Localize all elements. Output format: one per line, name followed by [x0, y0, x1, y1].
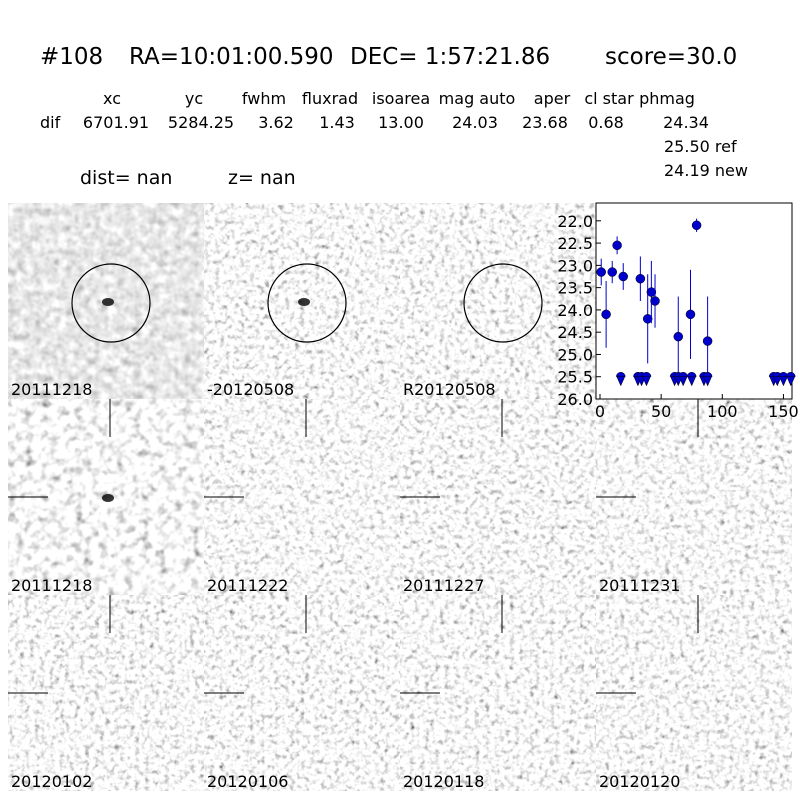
source [298, 298, 310, 306]
data-point [673, 331, 684, 342]
y-tick-label: 22.0 [557, 212, 593, 231]
data-point [646, 287, 657, 297]
cell: 1.43 [319, 113, 355, 132]
x-tick-label: 100 [707, 402, 738, 421]
upper-limit [786, 371, 796, 387]
ref-mag: 25.50 ref [664, 137, 737, 156]
aperture-circle [267, 263, 347, 343]
column-header: yc [185, 89, 203, 108]
cell: 13.00 [378, 113, 424, 132]
stamp-label: 20111218 [11, 380, 92, 399]
stamp-label: R20120508 [403, 380, 496, 399]
upper-limit [686, 371, 697, 387]
y-tick-label: 26.0 [557, 390, 593, 409]
x-tick-label: 0 [595, 402, 605, 421]
data-point [691, 220, 702, 231]
data-point [685, 309, 696, 320]
dist: dist= nan [80, 167, 172, 189]
score: score=30.0 [605, 44, 737, 70]
y-tick-label: 23.0 [557, 256, 593, 275]
data-point [635, 273, 646, 284]
cell: 24.03 [452, 113, 498, 132]
z: z= nan [228, 167, 296, 189]
column-header: fwhm [242, 89, 286, 108]
cell: 24.34 [663, 113, 709, 132]
stamp-label: 20111227 [403, 576, 484, 595]
object-id: #108 [40, 44, 103, 70]
y-tick-label: 24.5 [557, 323, 593, 342]
stamp-label: 20111231 [599, 576, 680, 595]
column-header: xc [103, 89, 121, 108]
data-point [612, 240, 622, 251]
cell: 0.68 [588, 113, 624, 132]
data-point [596, 267, 606, 277]
data-point [601, 309, 611, 320]
x-tick-label: 50 [651, 402, 671, 421]
upper-limit [641, 371, 652, 387]
cell: 5284.25 [168, 113, 234, 132]
upper-limit [616, 371, 626, 387]
stamp-label: 20120120 [599, 772, 680, 791]
y-tick-label: 23.5 [557, 279, 593, 298]
data-point [702, 336, 713, 346]
new-mag: 24.19 new [664, 161, 748, 180]
cell: 3.62 [258, 113, 294, 132]
dec: DEC= 1:57:21.86 [350, 44, 550, 70]
ra: RA=10:01:00.590 [129, 44, 334, 70]
column-header: cl star [584, 89, 634, 108]
column-header: mag auto [439, 89, 516, 108]
stamp-label: 20120102 [11, 772, 92, 791]
cell: 6701.91 [83, 113, 149, 132]
y-tick-label: 25.0 [557, 345, 593, 364]
stamp-label: 20111222 [207, 576, 288, 595]
x-tick-label: 150 [768, 402, 799, 421]
column-header: phmag [639, 89, 695, 108]
stamp-image [399, 202, 597, 400]
y-tick-label: 22.5 [557, 234, 593, 253]
row-label: dif [40, 113, 61, 132]
plot-background [595, 202, 793, 400]
source [102, 298, 114, 306]
stamp-label: 20120118 [403, 772, 484, 791]
data-point [607, 267, 617, 277]
data-point [642, 314, 653, 324]
column-header: aper [534, 89, 571, 108]
upper-limit [702, 371, 713, 387]
cell: 23.68 [522, 113, 568, 132]
y-tick-label: 25.5 [557, 368, 593, 387]
data-point [650, 296, 660, 306]
stamp-label: 20111218 [11, 576, 92, 595]
stamp-label: -20120508 [207, 380, 294, 399]
stamp-label: 20120106 [207, 772, 288, 791]
source [102, 494, 114, 502]
column-header: fluxrad [302, 89, 358, 108]
aperture-circle [463, 263, 543, 343]
column-header: isoarea [372, 89, 430, 108]
y-tick-label: 24.0 [557, 301, 593, 320]
data-point [618, 271, 628, 282]
aperture-circle [71, 263, 151, 343]
